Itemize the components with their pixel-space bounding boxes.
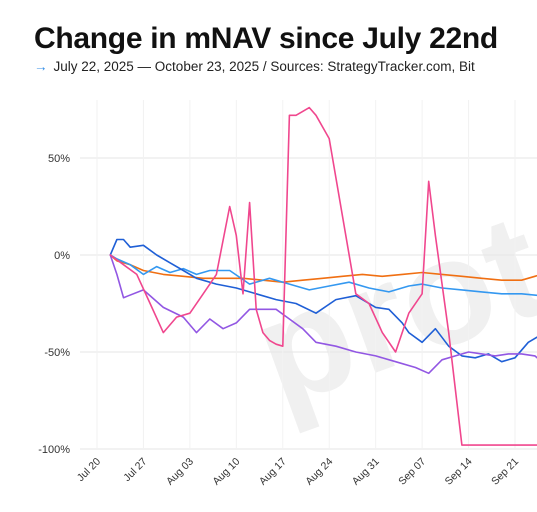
x-axis: Jul 20 Jul 27 Aug 03 Aug 10 Aug 17 Aug 24 Aug … [75, 456, 521, 488]
series-line-2 [109, 254, 537, 297]
series-line-3 [109, 238, 537, 363]
arrow-right-icon: → [34, 59, 48, 74]
chart-subtitle: → July 22, 2025 — October 23, 2025 / Sour… [34, 59, 475, 74]
subtitle-text: July 22, 2025 — October 23, 2025 / Sourc… [53, 59, 475, 74]
x-tick-label: Aug 10 [210, 456, 242, 488]
x-tick-label: Aug 17 [257, 456, 289, 488]
chart-title: Change in mNAV since July 22nd [34, 22, 498, 55]
x-tick-label: Sep 21 [489, 456, 521, 488]
series-line-1 [109, 254, 537, 283]
y-tick-label: -100% [38, 444, 70, 456]
x-tick-label: Aug 24 [303, 456, 335, 488]
series-line-4 [109, 254, 537, 375]
x-tick-label: Aug 03 [164, 456, 196, 488]
x-tick-label: Jul 27 [121, 456, 149, 484]
y-tick-label: -50% [44, 347, 70, 359]
x-tick-label: Aug 31 [350, 456, 382, 488]
y-axis: 50% 0% -50% -100% [38, 153, 70, 456]
y-tick-label: 0% [54, 250, 70, 262]
x-tick-label: Sep 14 [443, 456, 475, 488]
y-tick-label: 50% [48, 153, 70, 165]
grid [80, 100, 537, 450]
x-tick-label: Sep 07 [396, 456, 428, 488]
series-lines [109, 106, 537, 446]
x-tick-label: Jul 20 [75, 456, 103, 484]
series-line-5 [109, 106, 537, 446]
